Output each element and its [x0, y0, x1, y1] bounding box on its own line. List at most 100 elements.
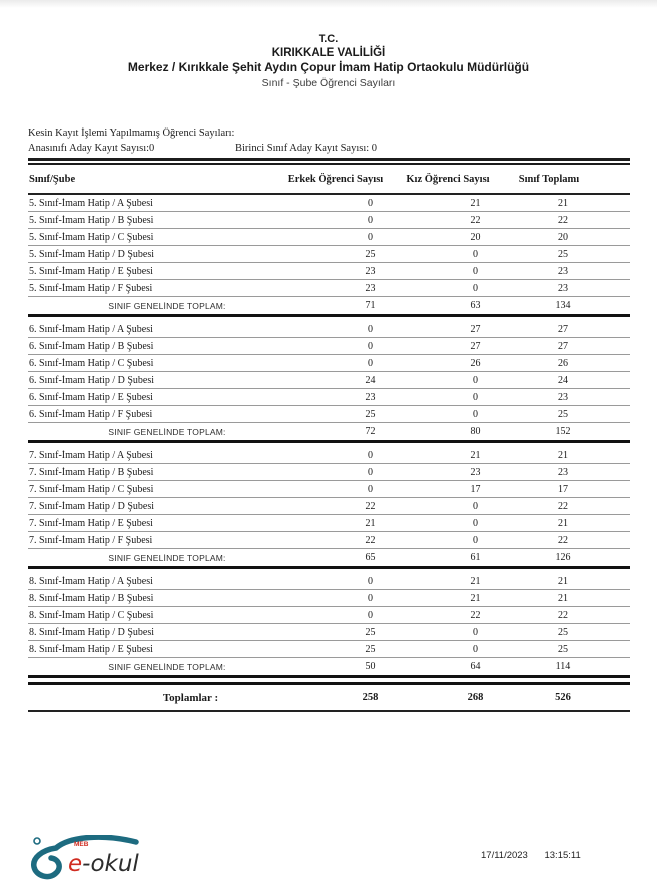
info-anasinifi-count: Anasınıfı Aday Kayıt Sayısı:0 [28, 143, 155, 154]
eokul-logo: MEB e-okul [24, 834, 144, 881]
unregistered-info-block: Kesin Kayıt İşlemi Yapılmamış Öğrenci Sa… [28, 128, 657, 154]
group-total-value: 50 [365, 661, 376, 672]
group-total-label: SINIF GENELİNDE TOPLAM: [108, 552, 226, 563]
grade-section: 5. Sınıf-İmam Hatip / A Şubesi 0 21 21 5. Sı… [28, 195, 630, 317]
cell-class-name: 7. Sınıf-İmam Hatip / E Şubesi [29, 517, 153, 529]
group-total-value: 114 [555, 661, 571, 672]
group-total-value: 72 [365, 426, 376, 437]
cell-class-name: 6. Sınıf-İmam Hatip / A Şubesi [29, 323, 153, 335]
cell-value: 25 [365, 248, 376, 260]
cell-value: 20 [558, 231, 568, 243]
logo-wordmark: e-okul [68, 851, 139, 877]
cell-value: 0 [473, 248, 478, 260]
cell-value: 0 [473, 643, 478, 655]
cell-class-name: 7. Sınıf-İmam Hatip / C Şubesi [29, 483, 154, 495]
cell-value: 23 [558, 466, 568, 478]
cell-value: 0 [368, 466, 373, 478]
group-total-label: SINIF GENELİNDE TOPLAM: [108, 661, 226, 672]
cell-value: 26 [558, 357, 568, 369]
cell-value: 27 [558, 323, 568, 335]
group-total-row: SINIF GENELİNDE TOPLAM: 50 64 114 [28, 658, 630, 675]
cell-value: 21 [470, 449, 481, 461]
cell-value: 0 [473, 534, 478, 546]
cell-value: 25 [558, 248, 568, 260]
table-row: 6. Sınıf-İmam Hatip / F Şubesi 25 0 25 [28, 406, 630, 423]
cell-value: 0 [368, 214, 373, 226]
cell-value: 27 [558, 340, 568, 352]
cell-class-name: 7. Sınıf-İmam Hatip / D Şubesi [29, 500, 154, 512]
table-top-rule [28, 158, 630, 165]
eokul-logo-icon: MEB e-okul [31, 834, 139, 880]
cell-value: 0 [473, 265, 478, 277]
cell-class-name: 8. Sınıf-İmam Hatip / D Şubesi [29, 626, 154, 638]
report-time: 13:15:11 [544, 850, 581, 861]
students-table: Sınıf/Şube Erkek Öğrenci Sayısı Kız Öğre… [28, 158, 630, 712]
grade-section: 8. Sınıf-İmam Hatip / A Şubesi 0 21 21 8. Sı… [28, 573, 630, 678]
grade-section: 7. Sınıf-İmam Hatip / A Şubesi 0 21 21 7. Sı… [28, 447, 630, 569]
cell-value: 0 [368, 197, 373, 209]
group-total-row: SINIF GENELİNDE TOPLAM: 71 63 134 [28, 297, 630, 314]
table-row: 7. Sınıf-İmam Hatip / A Şubesi 0 21 21 [28, 447, 630, 464]
cell-value: 21 [470, 197, 481, 209]
cell-value: 23 [365, 282, 376, 294]
column-header-kiz: Kız Öğrenci Sayısı [406, 173, 490, 185]
cell-value: 23 [558, 391, 568, 403]
cell-value: 0 [473, 500, 478, 512]
cell-class-name: 5. Sınıf-İmam Hatip / C Şubesi [29, 231, 154, 243]
column-header-erkek: Erkek Öğrenci Sayısı [287, 173, 384, 185]
grade-section: 6. Sınıf-İmam Hatip / A Şubesi 0 27 27 6. Sı… [28, 321, 630, 443]
cell-value: 17 [558, 483, 568, 495]
group-total-value: 71 [365, 300, 376, 311]
cell-value: 0 [368, 323, 373, 335]
info-heading: Kesin Kayıt İşlemi Yapılmamış Öğrenci Sa… [28, 128, 235, 139]
cell-value: 22 [558, 609, 568, 621]
cell-value: 20 [470, 231, 481, 243]
cell-class-name: 5. Sınıf-İmam Hatip / B Şubesi [29, 214, 154, 226]
group-total-label: SINIF GENELİNDE TOPLAM: [108, 300, 226, 311]
info-birinci-sinif-count: Birinci Sınıf Aday Kayıt Sayısı: 0 [235, 143, 378, 154]
table-row: 7. Sınıf-İmam Hatip / D Şubesi 22 0 22 [28, 498, 630, 515]
cell-value: 21 [558, 517, 568, 529]
cell-class-name: 5. Sınıf-İmam Hatip / E Şubesi [29, 265, 153, 277]
cell-value: 22 [365, 534, 376, 546]
table-row: 6. Sınıf-İmam Hatip / B Şubesi 0 27 27 [28, 338, 630, 355]
table-row: 5. Sınıf-İmam Hatip / B Şubesi 0 22 22 [28, 212, 630, 229]
table-row: 6. Sınıf-İmam Hatip / A Şubesi 0 27 27 [28, 321, 630, 338]
title-province: KIRIKKALE VALİLİĞİ [271, 47, 386, 59]
info-counts-row: Anasınıfı Aday Kayıt Sayısı:0 Birinci Sı… [28, 143, 657, 154]
table-row: 8. Sınıf-İmam Hatip / C Şubesi 0 22 22 [28, 607, 630, 624]
cell-class-name: 6. Sınıf-İmam Hatip / C Şubesi [29, 357, 154, 369]
grand-total-label: Toplamlar : [162, 691, 219, 704]
cell-value: 23 [470, 466, 481, 478]
cell-value: 27 [470, 340, 481, 352]
cell-value: 0 [473, 626, 478, 638]
cell-value: 0 [368, 483, 373, 495]
table-row: 5. Sınıf-İmam Hatip / F Şubesi 23 0 23 [28, 280, 630, 297]
cell-value: 22 [558, 534, 568, 546]
cell-class-name: 7. Sınıf-İmam Hatip / F Şubesi [29, 534, 153, 546]
cell-class-name: 7. Sınıf-İmam Hatip / A Şubesi [29, 449, 153, 461]
cell-value: 0 [368, 449, 373, 461]
group-total-value: 61 [470, 552, 481, 563]
table-row: 8. Sınıf-İmam Hatip / D Şubesi 25 0 25 [28, 624, 630, 641]
grand-total-erkek: 258 [362, 692, 379, 703]
grand-total-kiz: 268 [467, 692, 484, 703]
cell-value: 21 [558, 575, 568, 587]
cell-value: 22 [558, 214, 568, 226]
table-row: 5. Sınıf-İmam Hatip / C Şubesi 0 20 20 [28, 229, 630, 246]
table-body: 5. Sınıf-İmam Hatip / A Şubesi 0 21 21 5. Sı… [28, 195, 630, 678]
cell-value: 25 [558, 626, 568, 638]
title-report-name: Sınıf - Şube Öğrenci Sayıları [261, 77, 396, 89]
cell-class-name: 8. Sınıf-İmam Hatip / A Şubesi [29, 575, 153, 587]
cell-value: 23 [365, 391, 376, 403]
cell-value: 24 [558, 374, 568, 386]
cell-value: 26 [470, 357, 481, 369]
cell-value: 17 [470, 483, 481, 495]
cell-class-name: 5. Sınıf-İmam Hatip / A Şubesi [29, 197, 153, 209]
group-total-row: SINIF GENELİNDE TOPLAM: 72 80 152 [28, 423, 630, 440]
logo-swoosh-icon [31, 834, 139, 880]
table-row: 8. Sınıf-İmam Hatip / A Şubesi 0 21 21 [28, 573, 630, 590]
table-row: 5. Sınıf-İmam Hatip / E Şubesi 23 0 23 [28, 263, 630, 280]
group-total-label: SINIF GENELİNDE TOPLAM: [108, 426, 226, 437]
cell-value: 22 [365, 500, 376, 512]
